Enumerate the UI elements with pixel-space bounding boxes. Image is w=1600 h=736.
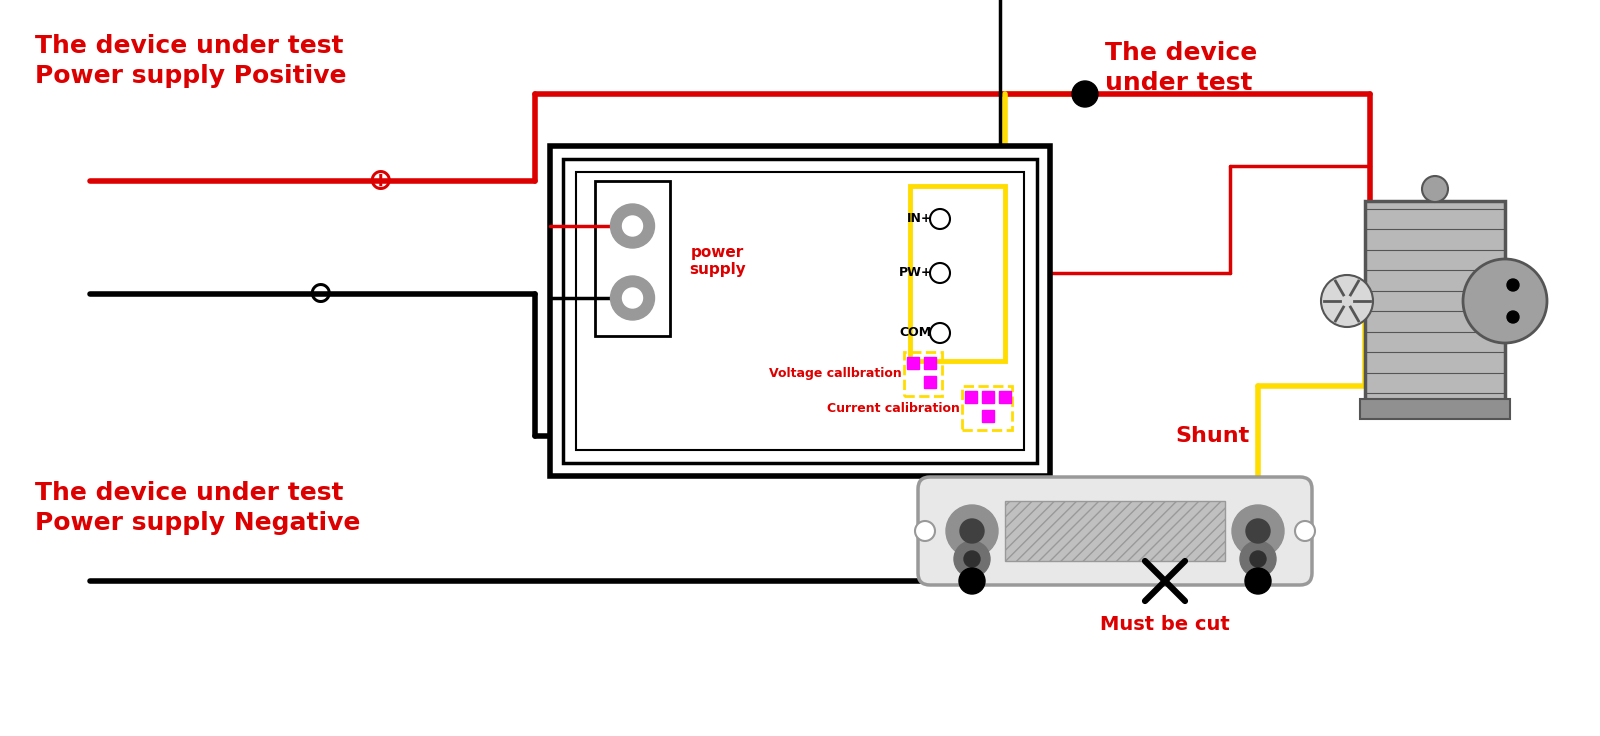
- Text: PW+: PW+: [899, 266, 931, 280]
- Text: The device
under test: The device under test: [1106, 41, 1258, 95]
- Text: ⊕: ⊕: [368, 166, 392, 196]
- Text: Must be cut: Must be cut: [1101, 615, 1230, 634]
- Circle shape: [1507, 311, 1518, 323]
- Bar: [550, 146, 1050, 476]
- Bar: [1360, 399, 1510, 419]
- Text: IN+: IN+: [907, 213, 931, 225]
- Circle shape: [930, 323, 950, 343]
- Circle shape: [1462, 259, 1547, 343]
- Circle shape: [963, 551, 979, 567]
- Bar: [923, 376, 936, 388]
- Text: Shunt: Shunt: [1174, 426, 1250, 446]
- Bar: [962, 386, 1011, 430]
- Circle shape: [946, 505, 998, 557]
- Bar: [907, 357, 918, 369]
- Bar: [1365, 201, 1506, 401]
- Circle shape: [954, 541, 990, 577]
- Bar: [982, 391, 994, 403]
- Circle shape: [1250, 551, 1266, 567]
- Circle shape: [622, 216, 643, 236]
- Bar: [923, 357, 936, 369]
- Circle shape: [1294, 521, 1315, 541]
- Circle shape: [1246, 519, 1270, 543]
- Circle shape: [960, 519, 984, 543]
- Bar: [904, 352, 942, 396]
- Text: The device under test
Power supply Negative: The device under test Power supply Negat…: [35, 481, 360, 534]
- Bar: [982, 410, 994, 422]
- Circle shape: [1507, 279, 1518, 291]
- Bar: [1005, 501, 1226, 561]
- Circle shape: [958, 568, 986, 594]
- Text: COM: COM: [899, 327, 931, 339]
- Circle shape: [1322, 275, 1373, 327]
- Bar: [965, 391, 978, 403]
- FancyBboxPatch shape: [918, 477, 1312, 585]
- Circle shape: [611, 204, 654, 248]
- Circle shape: [611, 276, 654, 320]
- Bar: [576, 172, 1024, 450]
- Circle shape: [915, 521, 934, 541]
- Text: Current calibration: Current calibration: [827, 402, 960, 414]
- Circle shape: [1072, 81, 1098, 107]
- Text: The device under test
Power supply Positive: The device under test Power supply Posit…: [35, 34, 347, 88]
- Circle shape: [930, 263, 950, 283]
- Text: Voltage callbration: Voltage callbration: [770, 367, 902, 381]
- Bar: [998, 391, 1011, 403]
- Circle shape: [1232, 505, 1283, 557]
- Text: power
supply: power supply: [690, 245, 746, 277]
- Bar: [563, 159, 1037, 463]
- Circle shape: [1240, 541, 1277, 577]
- Circle shape: [1422, 176, 1448, 202]
- Bar: [595, 181, 670, 336]
- Circle shape: [1245, 568, 1270, 594]
- Bar: [910, 186, 1005, 361]
- Text: ⊖: ⊖: [307, 280, 333, 308]
- Circle shape: [930, 209, 950, 229]
- Circle shape: [622, 288, 643, 308]
